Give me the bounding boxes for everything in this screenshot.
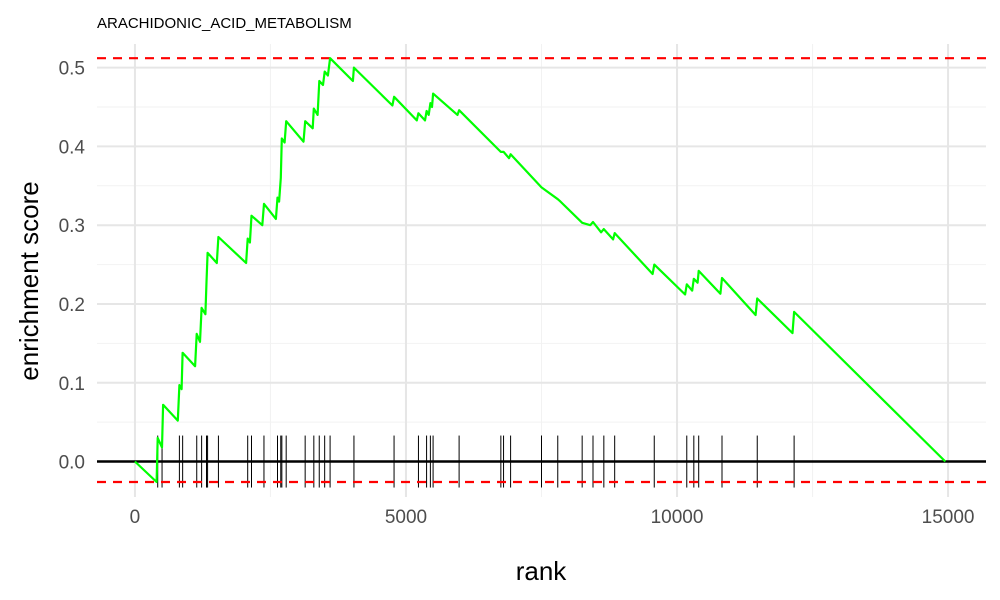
y-tick-label: 0.5 [59,59,85,80]
x-axis-title: rank [516,556,568,586]
y-axis-title: enrichment score [14,181,44,380]
x-tick-label: 0 [130,507,141,528]
y-tick-label: 0.1 [59,374,85,395]
plot-area [97,44,986,497]
y-tick-label: 0.3 [59,216,85,237]
chart-title: ARACHIDONIC_ACID_METABOLISM [97,15,352,32]
minor-gridlines [97,44,986,497]
x-axis-tick-labels: 0 5000 10000 15000 [130,507,975,528]
running-enrichment-score-line [134,57,947,484]
y-tick-label: 0.0 [59,453,85,474]
y-tick-label: 0.4 [59,137,86,158]
x-tick-label: 10000 [651,507,704,528]
x-tick-label: 15000 [922,507,975,528]
x-tick-label: 5000 [385,507,427,528]
y-tick-label: 0.2 [59,295,85,316]
y-axis-tick-labels: 0.0 0.1 0.2 0.3 0.4 0.5 [59,59,86,474]
